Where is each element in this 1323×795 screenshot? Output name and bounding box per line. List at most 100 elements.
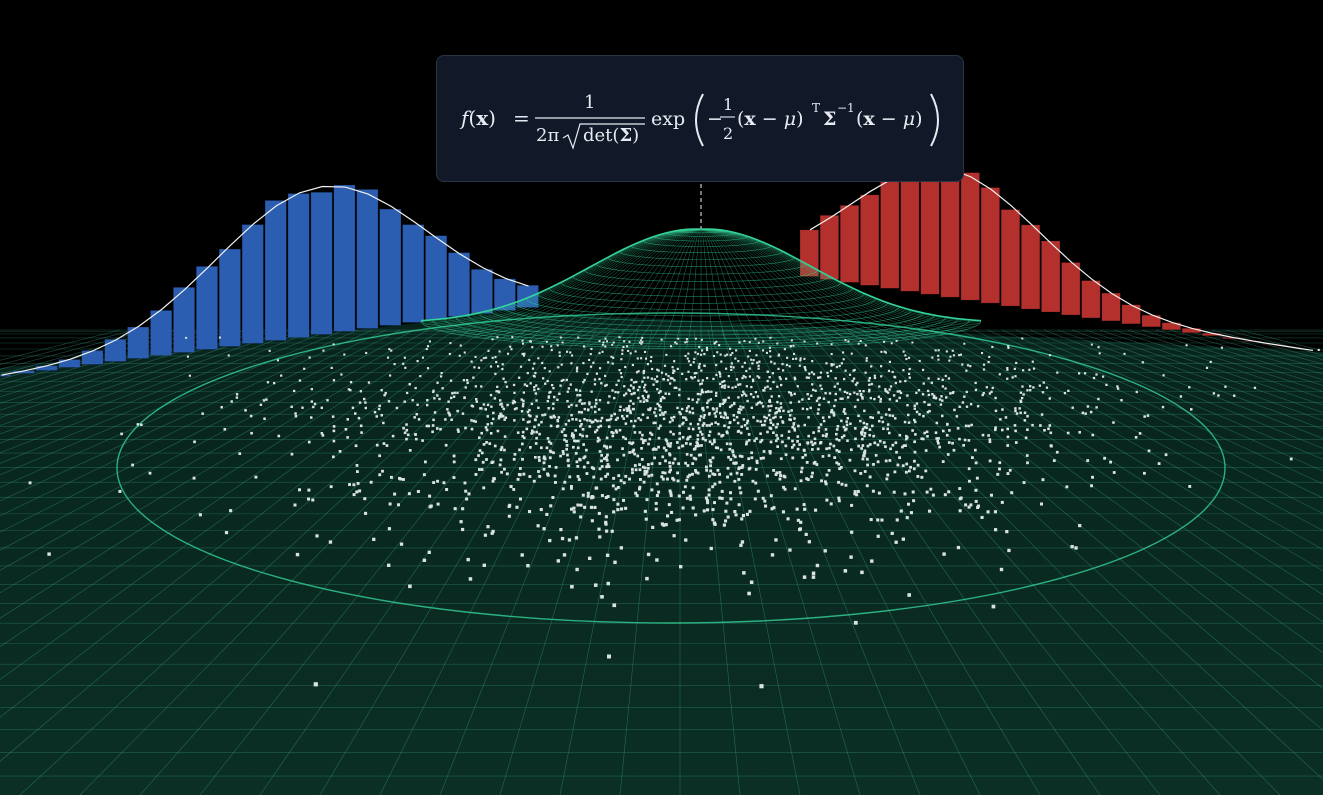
sample-point [538, 459, 541, 462]
sample-point [1205, 366, 1209, 369]
grid-line [0, 329, 247, 411]
sample-point [784, 453, 788, 456]
sample-point [772, 469, 775, 472]
grid-line [1001, 329, 1323, 472]
sample-point [908, 368, 911, 371]
sample-point [868, 433, 871, 437]
sample-point [700, 369, 703, 372]
sample-point [687, 352, 690, 355]
sample-point [431, 424, 435, 427]
sample-point [640, 339, 643, 342]
sample-point [711, 508, 715, 512]
sample-point [724, 398, 727, 402]
sample-point [347, 388, 350, 391]
sample-point [703, 353, 706, 356]
sample-point [384, 392, 387, 395]
sample-point [433, 411, 437, 414]
sample-point [411, 399, 414, 402]
sample-point [996, 472, 1000, 476]
sample-point [449, 342, 452, 345]
sample-point [609, 445, 612, 449]
sample-point [329, 485, 333, 489]
sample-point [571, 354, 574, 357]
sample-point [1032, 367, 1036, 370]
sample-point [958, 509, 962, 513]
sample-point [655, 380, 658, 383]
sample-point [576, 475, 580, 478]
grid-line [0, 329, 303, 444]
sample-point [447, 400, 450, 403]
sample-point [528, 475, 532, 478]
surface-ring [444, 318, 958, 345]
sample-point [746, 427, 749, 430]
sample-point [893, 470, 897, 474]
sample-point [990, 390, 993, 393]
sample-point [626, 345, 629, 348]
sample-point [627, 408, 631, 411]
sample-point [788, 414, 792, 417]
sample-point [696, 471, 700, 475]
sample-point [534, 372, 537, 375]
sample-point [888, 408, 891, 411]
sample-point [641, 413, 645, 416]
sample-point [1004, 416, 1008, 419]
sample-point [693, 376, 696, 379]
sample-point [503, 418, 506, 421]
sample-point [1022, 369, 1025, 372]
sample-point [769, 387, 772, 390]
sample-point [842, 434, 846, 437]
sample-point [937, 358, 940, 361]
sample-point [848, 392, 852, 396]
sample-point [547, 407, 550, 410]
sample-point [805, 461, 809, 464]
sample-point [313, 682, 318, 687]
sample-point [522, 391, 525, 394]
sample-point [497, 417, 501, 420]
sample-point [623, 340, 626, 343]
sample-point [872, 434, 875, 438]
sample-point [607, 401, 610, 404]
sample-point [1022, 481, 1026, 484]
sample-point [837, 439, 841, 442]
formula-sigma-inv: Σ [823, 108, 836, 130]
sample-point [684, 538, 688, 542]
sample-point [263, 417, 266, 420]
sample-point [499, 399, 502, 402]
sample-point [238, 452, 242, 455]
sample-point [639, 478, 642, 481]
grid-line [0, 329, 289, 435]
sample-point [579, 398, 582, 402]
sample-point [546, 399, 549, 403]
sample-point [450, 418, 453, 421]
sample-point [959, 496, 963, 500]
sample-point [841, 397, 844, 400]
sample-point [777, 395, 781, 398]
sample-point [688, 410, 691, 414]
sample-point [768, 450, 772, 453]
surface-ring [677, 230, 725, 234]
sample-point [1135, 390, 1138, 394]
sample-point [828, 446, 831, 450]
sample-point [800, 466, 804, 470]
surface-ring [525, 298, 877, 317]
sample-point [617, 379, 620, 382]
sample-point [525, 384, 529, 387]
sample-point [687, 370, 690, 373]
sample-point [1031, 423, 1034, 427]
sample-point [597, 425, 600, 429]
sample-point [864, 371, 867, 374]
sample-point [662, 417, 666, 421]
sample-point [998, 467, 1001, 471]
sample-point [784, 444, 788, 448]
sample-point [611, 389, 614, 392]
sample-point [770, 553, 775, 557]
sample-point [747, 433, 751, 436]
sample-point [643, 466, 647, 470]
sample-point [537, 406, 540, 409]
sample-point [735, 378, 739, 381]
sample-point [657, 445, 660, 449]
sample-point [729, 365, 733, 368]
sample-point [588, 358, 591, 361]
sample-point [660, 371, 664, 374]
sample-point [737, 411, 740, 414]
